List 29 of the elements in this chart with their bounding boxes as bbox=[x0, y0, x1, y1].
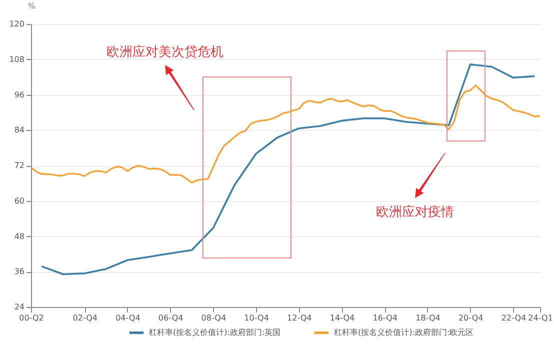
line-series bbox=[40, 63, 536, 276]
annotation: 欧洲应对美次贷危机 bbox=[106, 44, 224, 60]
x-tick-label: 22-Q4 bbox=[501, 314, 526, 322]
y-tick-label: 120 bbox=[9, 20, 24, 28]
x-tick-label: 00-Q2 bbox=[19, 314, 44, 322]
x-tick-label: 12-Q4 bbox=[287, 314, 312, 322]
y-axis-title: % bbox=[28, 2, 36, 10]
x-tick-label: 14-Q4 bbox=[330, 314, 355, 322]
y-tick-label: 60 bbox=[14, 196, 24, 206]
x-tick-label: 20-Q4 bbox=[458, 314, 484, 322]
x-tick-label: 02-Q4 bbox=[72, 314, 98, 322]
y-tick-label: 96 bbox=[14, 90, 24, 100]
y-tick-label: 36 bbox=[14, 267, 24, 276]
x-tick-label: 10-Q4 bbox=[244, 314, 269, 322]
x-tick-label: 24-Q1 bbox=[528, 314, 553, 322]
y-tick-label: 72 bbox=[14, 161, 24, 170]
x-tick-label: 16-Q4 bbox=[372, 314, 398, 322]
y-tick-label: 84 bbox=[14, 126, 24, 135]
legend-label: 杠杆率(按名义价值计):政府部门:欧元区 bbox=[333, 328, 474, 337]
y-tick-label: 24 bbox=[14, 302, 24, 312]
line-series bbox=[30, 84, 541, 184]
x-tick-label: 08-Q4 bbox=[201, 314, 226, 322]
x-tick-label: 18-Q4 bbox=[416, 314, 440, 322]
y-tick-label: 108 bbox=[9, 54, 24, 64]
x-tick-label: 04-Q4 bbox=[116, 314, 140, 322]
annotation: 欧洲应对疫情 bbox=[376, 204, 454, 220]
y-tick-label: 48 bbox=[14, 232, 24, 241]
x-tick-label: 06-Q4 bbox=[158, 314, 184, 322]
legend-label: 杠杆率(按名义价值计):政府部门:英国 bbox=[148, 328, 281, 337]
